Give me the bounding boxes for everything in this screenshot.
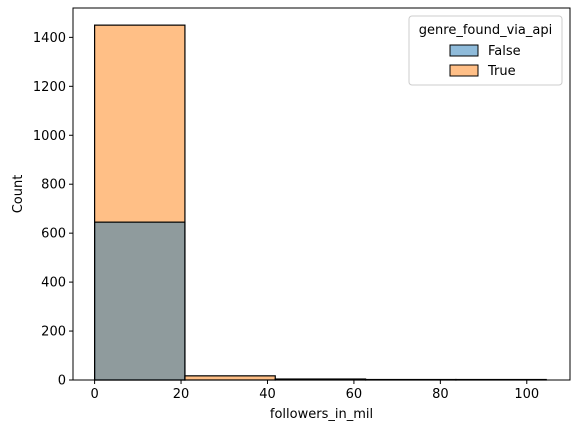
y-tick-label: 400 <box>41 276 66 291</box>
x-axis-title: followers_in_mil <box>270 407 373 422</box>
y-axis-ticks: 0 200 400 600 800 1000 1200 1400 <box>33 31 73 389</box>
y-axis-title: Count <box>11 175 26 214</box>
legend-swatch-true <box>449 64 479 77</box>
legend: genre_found_via_api False True <box>408 15 563 86</box>
legend-swatch-false <box>449 44 479 57</box>
x-tick-label: 100 <box>514 387 539 402</box>
x-tick-label: 40 <box>259 387 276 402</box>
x-tick-label: 0 <box>90 387 98 402</box>
legend-items: False True <box>449 44 521 79</box>
y-tick-label: 200 <box>41 325 66 340</box>
legend-box <box>408 15 563 86</box>
bar-true-1 <box>184 375 276 381</box>
plot-frame <box>72 7 571 381</box>
bar-false-0 <box>94 221 186 381</box>
y-tick-label: 600 <box>41 227 66 242</box>
x-tick-label: 60 <box>346 387 363 402</box>
legend-title: genre_found_via_api <box>419 23 552 38</box>
y-tick-label: 800 <box>41 178 66 193</box>
legend-label-false: False <box>488 44 521 59</box>
y-tick-label: 0 <box>58 374 66 389</box>
legend-label-true: True <box>487 64 516 79</box>
y-tick-label: 1400 <box>33 31 66 46</box>
y-tick-label: 1200 <box>33 80 66 95</box>
y-tick-label: 1000 <box>33 129 66 144</box>
x-axis-ticks: 0 20 40 60 80 100 <box>90 380 539 402</box>
x-tick-label: 20 <box>173 387 190 402</box>
x-tick-label: 80 <box>432 387 449 402</box>
